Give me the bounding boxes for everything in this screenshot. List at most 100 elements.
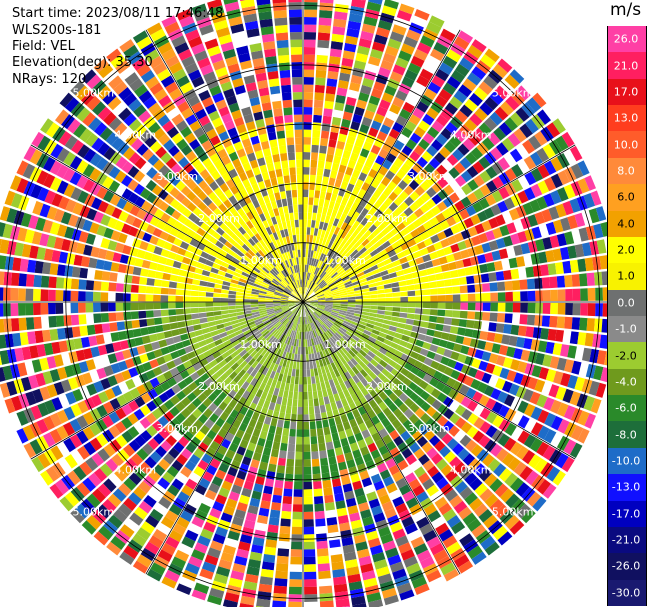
velocity-gate [250, 226, 258, 236]
velocity-gate [70, 508, 85, 524]
velocity-gate [307, 265, 311, 273]
velocity-gate [376, 261, 386, 269]
velocity-gate [445, 341, 455, 351]
velocity-gate [326, 330, 333, 337]
velocity-gate [163, 265, 173, 274]
velocity-gate [272, 363, 279, 372]
velocity-gate [93, 313, 102, 324]
velocity-gate [58, 131, 72, 146]
velocity-gate [300, 294, 303, 302]
velocity-gate [291, 54, 302, 63]
velocity-gate [229, 70, 242, 81]
velocity-gate [308, 323, 313, 331]
velocity-gate [36, 419, 49, 434]
colorbar-tick-label: -8.0 [615, 428, 637, 442]
velocity-gate [63, 277, 72, 289]
velocity-gate [329, 259, 336, 267]
velocity-gate [328, 200, 335, 210]
velocity-gate [18, 288, 26, 301]
velocity-gate [319, 282, 327, 288]
velocity-gate [166, 360, 176, 370]
velocity-gate [266, 124, 276, 134]
velocity-gate [563, 439, 577, 455]
velocity-gate [593, 365, 604, 381]
velocity-gate [144, 135, 157, 148]
velocity-gate [328, 328, 335, 336]
velocity-gate [281, 305, 289, 308]
velocity-gate [97, 344, 108, 356]
velocity-gate [292, 307, 298, 314]
velocity-gate [361, 311, 370, 316]
velocity-gate [285, 360, 291, 368]
velocity-gate [315, 288, 322, 294]
velocity-gate [517, 400, 529, 414]
velocity-gate [191, 516, 205, 528]
velocity-gate [259, 288, 268, 293]
velocity-gate [290, 314, 296, 322]
velocity-gate [316, 62, 328, 71]
velocity-gate [392, 307, 401, 312]
velocity-gate [382, 540, 397, 552]
velocity-gate [443, 196, 454, 208]
velocity-gate [401, 448, 413, 459]
velocity-gate [323, 108, 333, 117]
velocity-gate [130, 453, 144, 466]
velocity-gate [377, 306, 386, 311]
velocity-gate [303, 69, 315, 78]
velocity-gate [198, 90, 211, 102]
velocity-gate [448, 333, 457, 343]
velocity-gate [472, 161, 485, 174]
velocity-gate [349, 275, 358, 281]
velocity-gate [383, 315, 392, 321]
velocity-gate [372, 41, 386, 52]
velocity-gate [440, 356, 450, 366]
velocity-gate [298, 316, 301, 325]
velocity-gate [375, 281, 384, 287]
velocity-gate [448, 204, 459, 216]
velocity-gate [205, 302, 214, 307]
velocity-gate [289, 330, 294, 338]
velocity-gate [532, 92, 547, 108]
velocity-gate [308, 189, 315, 198]
velocity-gate [124, 274, 133, 284]
velocity-gate [117, 232, 128, 244]
velocity-gate [455, 335, 465, 345]
velocity-gate [311, 137, 320, 146]
velocity-gate [27, 259, 37, 273]
velocity-gate [283, 367, 289, 376]
velocity-gate [221, 456, 233, 467]
velocity-gate [51, 250, 61, 263]
velocity-gate [146, 568, 163, 582]
velocity-gate [66, 253, 76, 265]
velocity-gate [429, 15, 445, 28]
velocity-gate [460, 396, 472, 408]
velocity-gate [323, 288, 331, 293]
velocity-gate [318, 374, 324, 383]
velocity-gate [279, 450, 287, 459]
velocity-gate [484, 439, 497, 453]
velocity-gate [296, 436, 303, 445]
velocity-gate [515, 256, 526, 268]
velocity-gate [338, 269, 346, 276]
velocity-gate [245, 315, 253, 321]
velocity-gate [303, 466, 312, 475]
velocity-gate [206, 128, 218, 140]
velocity-gate [224, 162, 235, 172]
velocity-gate [197, 151, 209, 162]
velocity-gate [206, 514, 219, 526]
velocity-gate [362, 516, 374, 527]
velocity-gate [299, 316, 302, 325]
velocity-gate [104, 388, 116, 400]
velocity-gate [96, 224, 107, 237]
velocity-gate [200, 345, 210, 353]
velocity-gate [64, 327, 74, 339]
velocity-gate [364, 220, 373, 230]
velocity-gate [460, 345, 470, 355]
velocity-gate [276, 130, 286, 139]
velocity-gate [192, 185, 203, 196]
velocity-gate [49, 369, 61, 383]
velocity-gate [340, 324, 349, 331]
velocity-gate [503, 270, 512, 280]
velocity-gate [192, 408, 203, 419]
velocity-gate [401, 262, 410, 270]
